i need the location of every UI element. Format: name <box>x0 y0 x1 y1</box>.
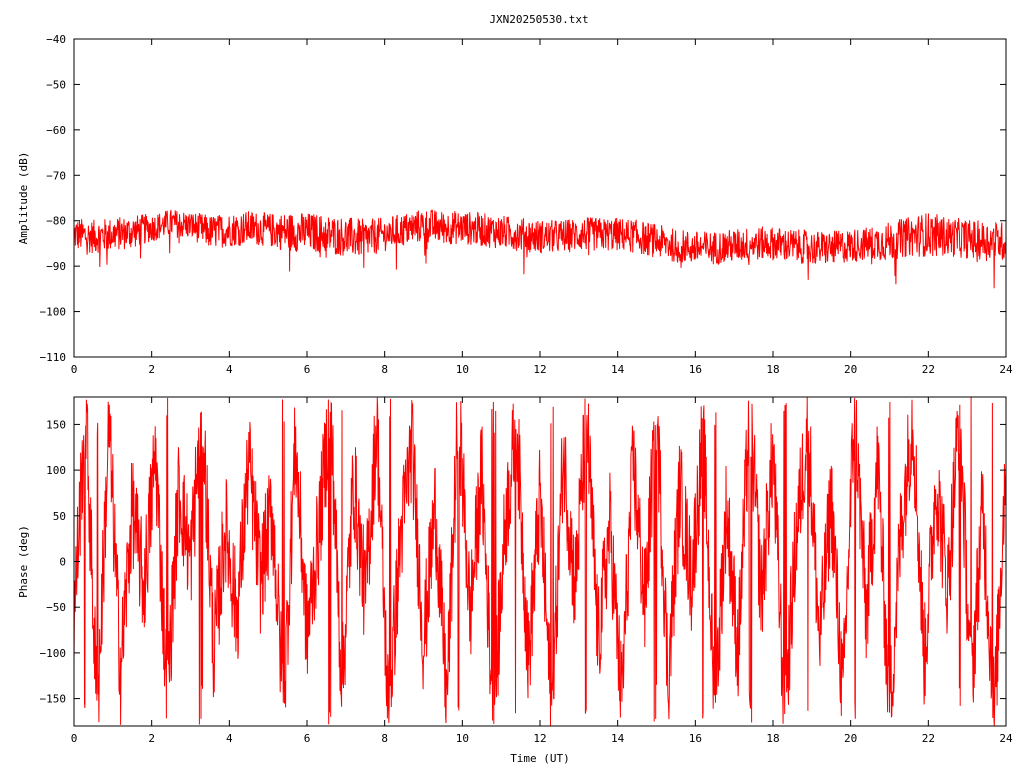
x-tick-label: 6 <box>304 363 311 376</box>
y-tick-label: −60 <box>46 124 66 137</box>
x-tick-label: 24 <box>999 732 1013 745</box>
y-axis-label: Amplitude (dB) <box>17 152 30 245</box>
phase-panel: 0 2 4 6 8 10 12 14 16 18 20 22 24−150−100−5005010015… <box>17 396 1013 765</box>
y-tick-label: −90 <box>46 260 66 273</box>
x-tick-label: 18 <box>766 363 779 376</box>
series-group <box>74 397 1006 726</box>
x-tick-label: 22 <box>922 732 935 745</box>
y-tick-label: −150 <box>40 693 67 706</box>
x-tick-label: 4 <box>226 732 233 745</box>
x-tick-label: 2 <box>148 363 155 376</box>
y-tick-label: −50 <box>46 78 66 91</box>
x-tick-label: 2 <box>148 732 155 745</box>
chart-title: JXN20250530.txt <box>489 13 588 26</box>
x-axis-label: Time (UT) <box>510 752 570 765</box>
y-tick-label: −100 <box>40 647 67 660</box>
x-tick-label: 8 <box>381 732 388 745</box>
series-group <box>74 209 1006 289</box>
x-tick-label: 14 <box>611 363 625 376</box>
y-tick-label: 50 <box>53 510 66 523</box>
y-axis-label: Phase (deg) <box>17 525 30 598</box>
x-tick-label: 10 <box>456 363 469 376</box>
x-tick-label: 24 <box>999 363 1013 376</box>
x-tick-label: 18 <box>766 732 779 745</box>
amplitude-panel: 0 2 4 6 8 10 12 14 16 18 20 22 24−110−100−90−80−70−6… <box>17 33 1013 376</box>
x-tick-label: 12 <box>533 732 546 745</box>
x-tick-label: 16 <box>689 732 702 745</box>
y-tick-label: −80 <box>46 215 66 228</box>
x-tick-label: 6 <box>304 732 311 745</box>
x-tick-label: 22 <box>922 363 935 376</box>
x-tick-label: 10 <box>456 732 469 745</box>
x-tick-label: 16 <box>689 363 702 376</box>
y-tick-label: −50 <box>46 601 66 614</box>
y-tick-label: 100 <box>46 464 66 477</box>
series-line-0 <box>74 397 1006 726</box>
x-tick-label: 4 <box>226 363 233 376</box>
y-tick-label: 0 <box>59 556 66 569</box>
x-tick-label: 8 <box>381 363 388 376</box>
y-tick-label: −70 <box>46 169 66 182</box>
x-tick-label: 0 <box>71 732 78 745</box>
series-line-0 <box>74 209 1006 289</box>
x-tick-label: 20 <box>844 732 857 745</box>
y-tick-label: −100 <box>40 306 67 319</box>
y-tick-label: 150 <box>46 418 66 431</box>
x-tick-label: 20 <box>844 363 857 376</box>
x-tick-label: 14 <box>611 732 625 745</box>
x-tick-label: 12 <box>533 363 546 376</box>
x-tick-label: 0 <box>71 363 78 376</box>
y-tick-label: −110 <box>40 351 67 364</box>
y-tick-label: −40 <box>46 33 66 46</box>
